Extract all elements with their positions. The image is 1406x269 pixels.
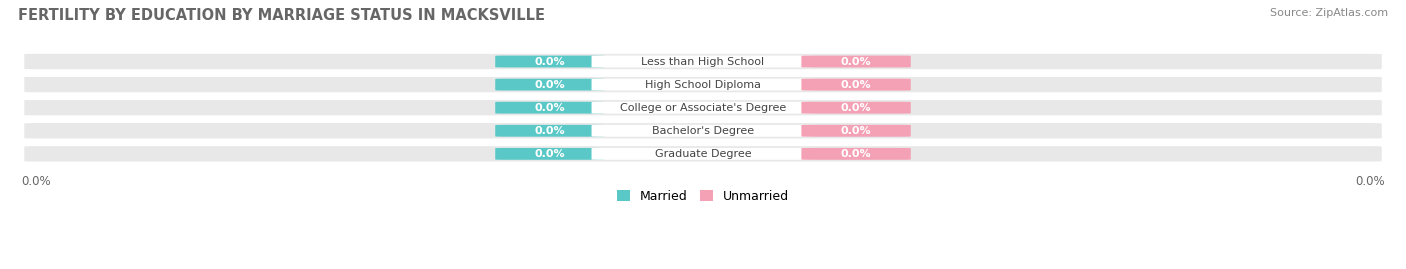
FancyBboxPatch shape (801, 148, 911, 160)
FancyBboxPatch shape (592, 148, 814, 160)
Text: 0.0%: 0.0% (841, 80, 872, 90)
FancyBboxPatch shape (801, 102, 911, 114)
Text: 0.0%: 0.0% (534, 103, 565, 113)
Text: 0.0%: 0.0% (841, 103, 872, 113)
FancyBboxPatch shape (495, 102, 605, 114)
Text: Less than High School: Less than High School (641, 56, 765, 66)
FancyBboxPatch shape (495, 148, 605, 160)
Text: Graduate Degree: Graduate Degree (655, 149, 751, 159)
FancyBboxPatch shape (495, 56, 605, 68)
FancyBboxPatch shape (801, 56, 911, 68)
Text: 0.0%: 0.0% (534, 56, 565, 66)
Text: 0.0%: 0.0% (534, 149, 565, 159)
Text: College or Associate's Degree: College or Associate's Degree (620, 103, 786, 113)
Text: 0.0%: 0.0% (841, 149, 872, 159)
FancyBboxPatch shape (801, 79, 911, 91)
Text: 0.0%: 0.0% (534, 80, 565, 90)
FancyBboxPatch shape (592, 125, 814, 137)
FancyBboxPatch shape (495, 79, 605, 91)
FancyBboxPatch shape (801, 125, 911, 137)
FancyBboxPatch shape (24, 122, 1382, 140)
Text: 0.0%: 0.0% (534, 126, 565, 136)
FancyBboxPatch shape (592, 56, 814, 68)
FancyBboxPatch shape (24, 145, 1382, 162)
FancyBboxPatch shape (24, 99, 1382, 116)
FancyBboxPatch shape (592, 102, 814, 114)
FancyBboxPatch shape (24, 76, 1382, 93)
Text: 0.0%: 0.0% (841, 56, 872, 66)
Text: Bachelor's Degree: Bachelor's Degree (652, 126, 754, 136)
Legend: Married, Unmarried: Married, Unmarried (617, 190, 789, 203)
Text: High School Diploma: High School Diploma (645, 80, 761, 90)
FancyBboxPatch shape (495, 125, 605, 137)
Text: Source: ZipAtlas.com: Source: ZipAtlas.com (1270, 8, 1388, 18)
Text: FERTILITY BY EDUCATION BY MARRIAGE STATUS IN MACKSVILLE: FERTILITY BY EDUCATION BY MARRIAGE STATU… (18, 8, 546, 23)
FancyBboxPatch shape (592, 79, 814, 91)
Text: 0.0%: 0.0% (841, 126, 872, 136)
FancyBboxPatch shape (24, 53, 1382, 70)
